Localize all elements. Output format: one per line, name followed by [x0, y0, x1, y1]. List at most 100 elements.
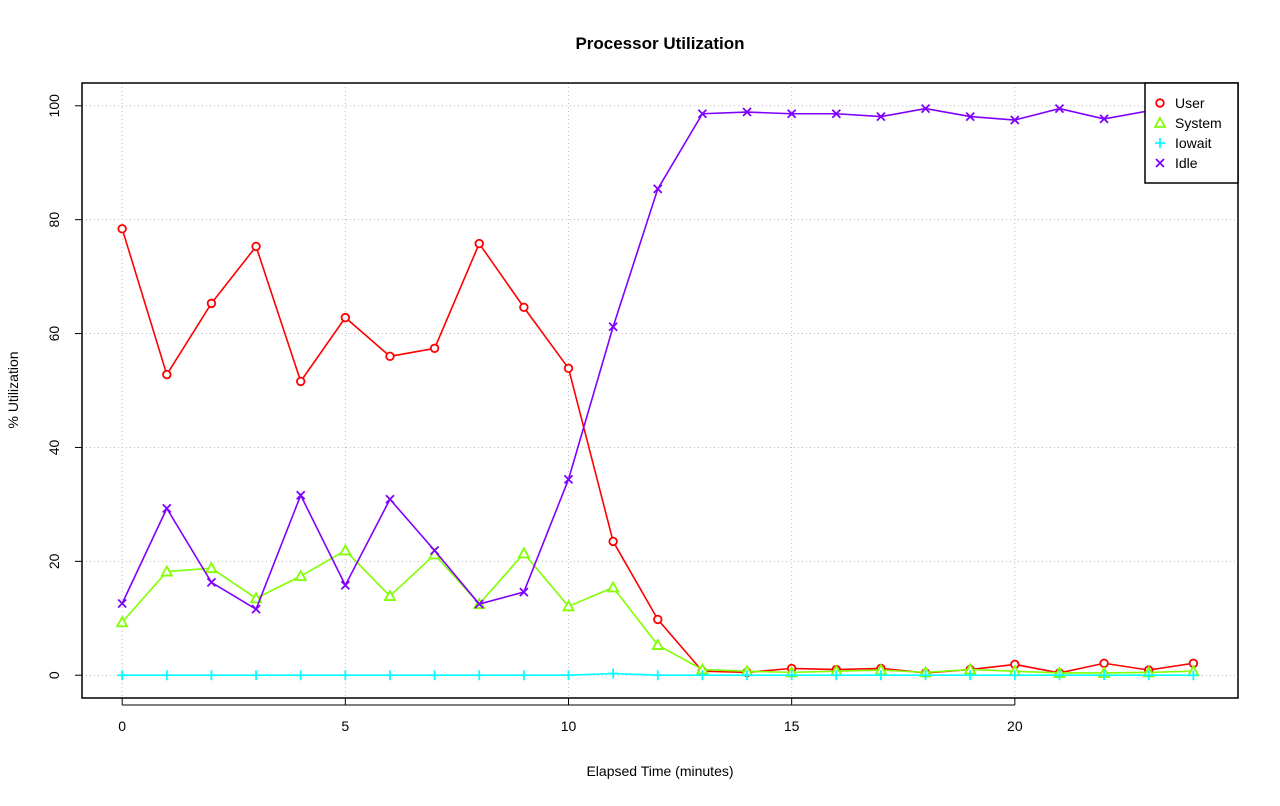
- plot-frame: [81, 82, 1239, 699]
- x-tick-label: 5: [341, 718, 349, 734]
- idle-legend-marker: [1155, 158, 1165, 168]
- idle-point: [117, 598, 127, 609]
- system-point: [115, 615, 129, 628]
- x-axis-label: Elapsed Time (minutes): [586, 763, 733, 779]
- user-point: [206, 298, 217, 309]
- legend-item-user: User: [1155, 95, 1205, 111]
- idle-point: [340, 580, 350, 590]
- iowait-point: [1099, 670, 1110, 681]
- iowait-point: [518, 670, 529, 681]
- iowait-point: [831, 670, 842, 681]
- series-idle: [117, 103, 1199, 614]
- idle-point: [251, 604, 261, 614]
- system-point: [204, 561, 218, 574]
- user-point: [653, 614, 663, 625]
- iowait-point: [875, 670, 886, 681]
- idle-point: [831, 109, 841, 119]
- chart-title: Processor Utilization: [575, 34, 744, 53]
- iowait-point: [1188, 670, 1199, 681]
- user-point: [519, 302, 529, 313]
- iowait-point: [1143, 670, 1154, 681]
- iowait-point: [742, 670, 753, 681]
- user-legend-marker: [1155, 98, 1165, 108]
- y-tick-label: 80: [46, 212, 62, 228]
- legend-label: Idle: [1175, 155, 1198, 171]
- idle-point: [787, 109, 797, 119]
- series-user: [117, 224, 1199, 678]
- system-point: [651, 638, 665, 650]
- idle-point: [653, 184, 663, 194]
- system-point: [160, 564, 174, 577]
- idle-point: [1099, 114, 1109, 124]
- idle-point: [608, 322, 618, 332]
- iowait-point: [474, 670, 485, 681]
- y-tick-label: 20: [46, 553, 62, 569]
- system-point: [606, 580, 620, 593]
- idle-line: [121, 107, 1194, 611]
- user-point: [162, 369, 172, 380]
- iowait-point: [117, 670, 128, 681]
- x-tick-label: 20: [1007, 718, 1023, 734]
- legend-label: Iowait: [1175, 135, 1212, 151]
- iowait-point: [429, 670, 440, 681]
- iowait-point: [295, 670, 306, 681]
- system-point: [383, 589, 397, 601]
- system-point: [338, 543, 352, 556]
- iowait-point: [920, 670, 931, 681]
- legend-label: User: [1175, 95, 1205, 111]
- user-point: [117, 224, 127, 234]
- idle-point: [920, 103, 931, 114]
- iowait-point: [563, 670, 574, 681]
- x-tick-label: 10: [561, 718, 577, 734]
- idle-point: [296, 490, 306, 500]
- user-point: [608, 536, 618, 547]
- series-iowait: [117, 668, 1199, 681]
- idle-point: [1010, 115, 1020, 125]
- idle-point: [429, 545, 440, 556]
- y-tick-label: 40: [46, 439, 62, 455]
- iowait-legend-marker: [1155, 138, 1165, 148]
- legend-label: System: [1175, 115, 1222, 131]
- idle-point: [474, 599, 484, 609]
- iowait-point: [965, 670, 976, 681]
- iowait-point: [652, 670, 663, 681]
- y-tick-label: 60: [46, 326, 62, 342]
- legend-item-iowait: Iowait: [1155, 135, 1212, 151]
- x-tick-label: 15: [784, 718, 800, 734]
- idle-point: [742, 107, 752, 117]
- system-point: [517, 546, 531, 559]
- user-point: [474, 238, 484, 249]
- idle-point: [206, 577, 217, 588]
- iowait-point: [384, 670, 395, 681]
- iowait-point: [697, 670, 708, 681]
- user-line: [121, 228, 1194, 674]
- user-point: [385, 351, 395, 362]
- iowait-point: [1009, 670, 1020, 681]
- idle-point: [563, 474, 574, 484]
- y-tick-label: 100: [46, 94, 62, 118]
- system-point: [294, 569, 308, 582]
- iowait-point: [251, 670, 262, 681]
- iowait-point: [608, 668, 619, 679]
- system-point: [249, 591, 263, 604]
- iowait-point: [1054, 670, 1065, 681]
- system-point: [561, 599, 576, 612]
- idle-point: [965, 111, 975, 122]
- user-point: [563, 363, 574, 373]
- legend-item-system: System: [1153, 115, 1222, 131]
- y-axis-label: % Utilization: [5, 351, 21, 428]
- idle-point: [519, 587, 529, 597]
- user-point: [340, 312, 351, 323]
- user-point: [296, 376, 306, 387]
- user-point: [1099, 658, 1109, 668]
- x-tick-label: 0: [118, 718, 126, 734]
- iowait-point: [786, 670, 797, 681]
- iowait-point: [340, 670, 351, 681]
- user-point: [251, 241, 261, 252]
- y-tick-label: 0: [46, 671, 62, 679]
- user-point: [429, 343, 440, 354]
- system-line: [121, 549, 1194, 674]
- iowait-point: [206, 670, 217, 681]
- idle-point: [385, 494, 395, 504]
